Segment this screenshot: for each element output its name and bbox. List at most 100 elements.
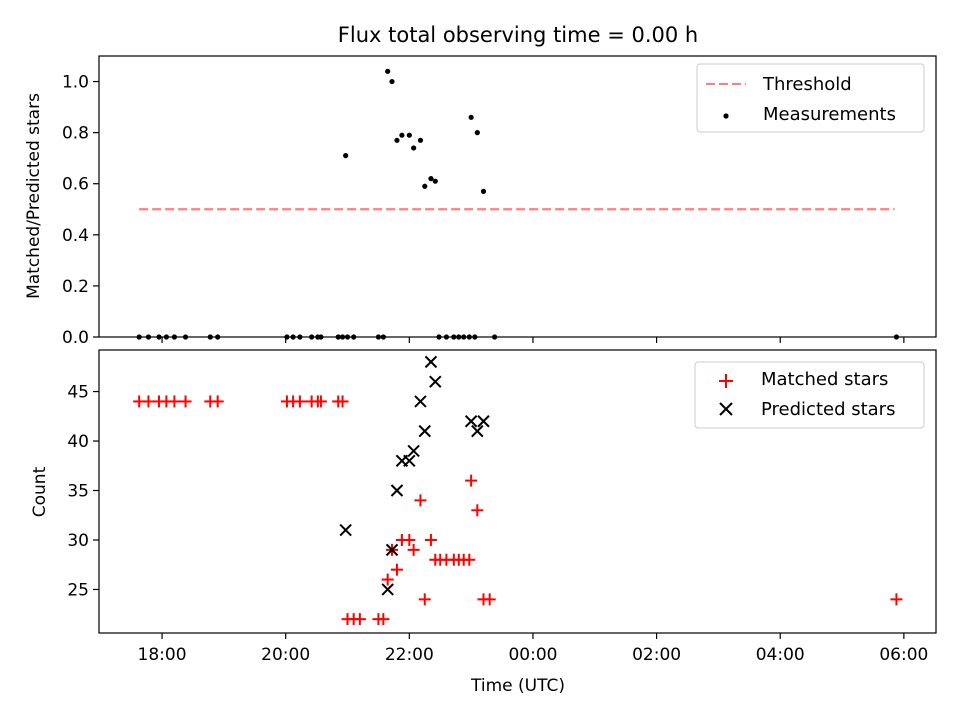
measurement-point: [443, 334, 450, 340]
bottom-legend: Matched stars Predicted stars: [694, 361, 925, 429]
measurement-point: [461, 334, 467, 340]
measurement-point: [474, 130, 480, 136]
bottom-y-tick-label: 25: [67, 580, 89, 600]
measurement-point: [456, 334, 462, 340]
matched-star-point: [377, 613, 390, 626]
x-tick-label: 20:00: [261, 645, 310, 665]
measurement-point: [380, 334, 386, 340]
measurement-point: [207, 334, 213, 340]
measurement-point: [428, 176, 434, 182]
measurement-point: [163, 334, 169, 340]
top-legend: Threshold Measurements: [696, 63, 925, 133]
measurement-point: [318, 334, 324, 340]
matched-star-point: [293, 395, 306, 408]
matched-star-point: [390, 563, 403, 576]
matched-star-point: [142, 395, 155, 408]
measurement-point: [394, 137, 400, 143]
bottom-plot-frame: [98, 349, 937, 634]
top-y-axis-label: Matched/Predicted stars: [24, 93, 44, 299]
top-y-tick-label: 0.4: [62, 226, 89, 246]
predicted-star-point: [381, 583, 394, 596]
x-tick-label: 06:00: [879, 645, 928, 665]
measurement-point: [389, 78, 395, 85]
bottom-panel: 25 30 35 40 45 18:00 20:00 22:00 00:00 02:00 04:0…: [30, 349, 937, 696]
predicted-star-point: [407, 444, 420, 458]
top-panel: 0.0 0.2 0.4 0.6 0.8 1.0 Matched/Predicted sta…: [24, 55, 937, 348]
matched-star-point: [414, 494, 427, 507]
measurement-point: [335, 334, 341, 340]
legend-predicted-swatch: [719, 402, 733, 416]
measurement-point: [290, 334, 296, 340]
bottom-y-tick-label: 40: [67, 432, 89, 452]
chart-title: Flux total observing time = 0.00 h: [338, 23, 698, 47]
measurement-point: [417, 137, 424, 143]
top-y-tick-label: 1.0: [62, 73, 89, 93]
matched-star-point: [471, 504, 484, 517]
matched-star-point: [418, 593, 431, 606]
matched-star-point: [211, 395, 224, 408]
matched-star-point: [407, 543, 420, 556]
measurement-point: [451, 334, 457, 340]
predicted-star-point: [339, 523, 352, 537]
measurement-point: [399, 132, 405, 138]
bottom-y-tick-label: 35: [67, 482, 89, 502]
matched-star-point: [463, 553, 476, 566]
top-plot-frame: [98, 55, 937, 338]
predicted-star-point: [464, 415, 478, 428]
measurement-point: [432, 178, 438, 184]
predicted-star-point: [418, 424, 431, 438]
measurement-point: [406, 132, 412, 138]
measurement-point: [468, 114, 474, 120]
top-y-tick-label: 0.8: [62, 124, 89, 144]
measurement-point: [480, 188, 487, 194]
x-tick-label: 00:00: [508, 645, 557, 665]
bottom-y-axis-label: Count: [30, 466, 50, 517]
x-tick-label: 22:00: [385, 645, 434, 665]
measurement-point: [171, 334, 178, 340]
measurement-point: [339, 334, 346, 340]
matched-star-point: [424, 533, 437, 546]
x-tick-label: 04:00: [756, 645, 805, 665]
top-y-tick-label: 0.2: [62, 277, 89, 297]
top-y-ticks: 0.0 0.2 0.4 0.6 0.8 1.0: [62, 73, 99, 348]
predicted-star-point: [429, 375, 442, 388]
matched-star-point: [179, 395, 192, 408]
measurement-point: [492, 334, 498, 340]
matched-star-point: [314, 395, 327, 408]
measurement-point: [472, 334, 478, 340]
top-y-tick-label: 0.6: [62, 175, 89, 195]
predicted-star-point: [477, 415, 490, 428]
measurement-point: [466, 334, 472, 340]
measurement-point: [375, 334, 382, 340]
measurement-point: [309, 334, 315, 340]
top-y-tick-label: 0.0: [62, 328, 89, 348]
predicted-star-point: [471, 424, 484, 438]
x-axis-label: Time (UTC): [470, 676, 565, 696]
bottom-x-ticks: 18:00 20:00 22:00 00:00 02:00 04:00 06:00: [138, 633, 928, 665]
legend-predicted-label: Predicted stars: [761, 399, 895, 420]
measurement-point: [422, 183, 428, 189]
bottom-legend-box: [694, 361, 925, 429]
matched-star-point: [483, 593, 496, 606]
predicted-star-point: [385, 543, 399, 557]
matched-star-point: [168, 395, 181, 408]
measurement-point: [351, 334, 357, 340]
measurement-point: [385, 68, 391, 74]
matched-star-point: [465, 474, 478, 487]
legend-threshold-label: Threshold: [762, 74, 852, 95]
matched-star-point: [403, 533, 416, 546]
bottom-y-tick-label: 30: [67, 531, 89, 551]
top-plot-area: [136, 68, 900, 340]
matched-star-point: [890, 593, 903, 606]
measurement-point: [893, 334, 900, 340]
measurement-point: [136, 334, 142, 340]
measurement-point: [411, 145, 417, 151]
predicted-star-point: [414, 395, 427, 408]
matched-star-point: [353, 613, 366, 626]
matched-star-point: [336, 395, 349, 408]
measurement-point: [145, 334, 152, 340]
measurement-point: [344, 334, 351, 340]
legend-matched-label: Matched stars: [761, 369, 888, 390]
top-legend-box: [696, 63, 925, 133]
